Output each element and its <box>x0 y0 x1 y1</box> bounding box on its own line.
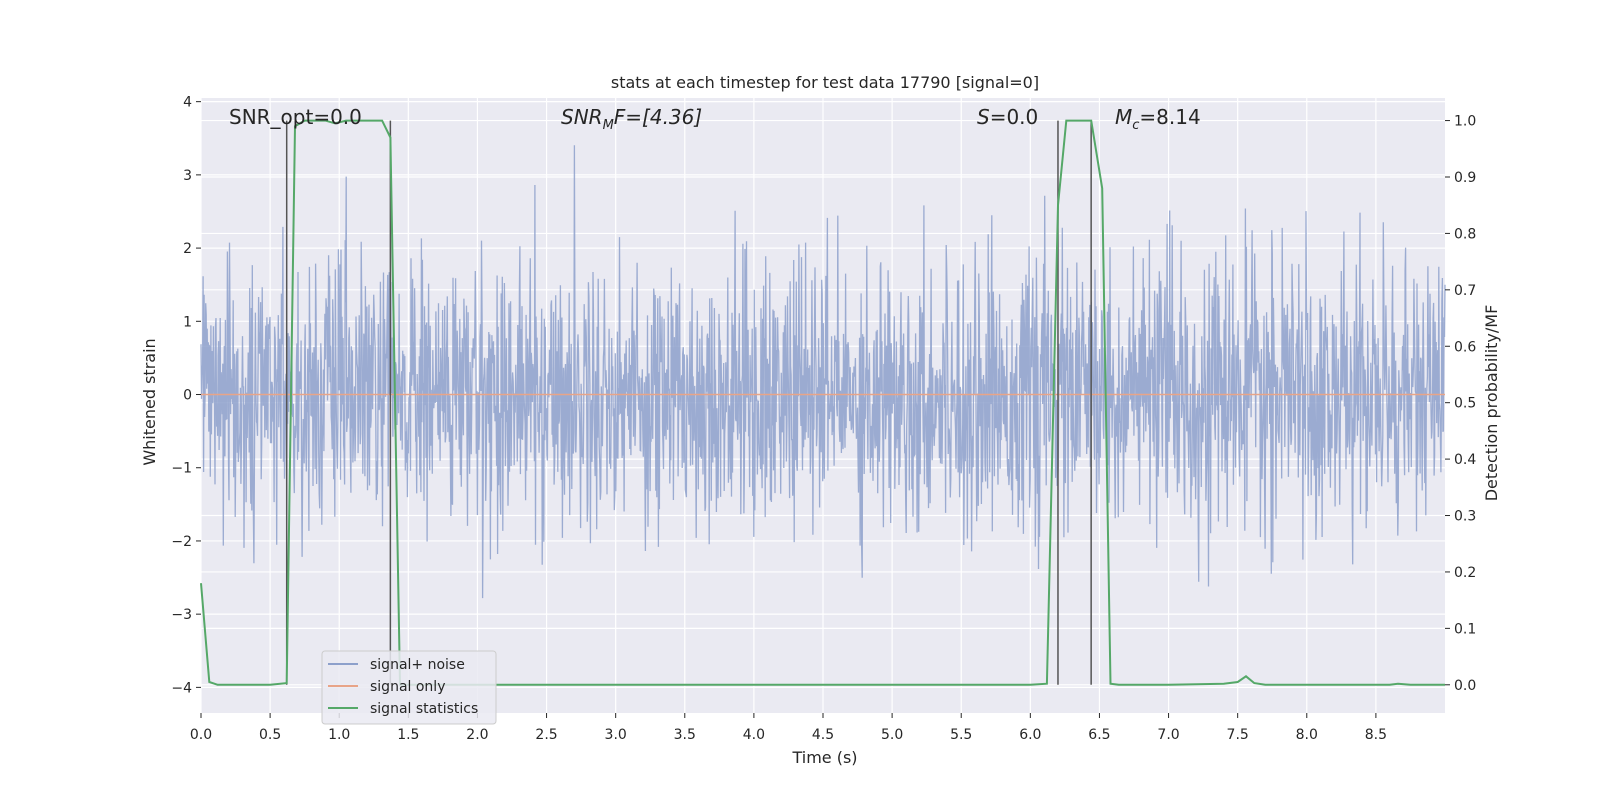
tick-label-x: 4.0 <box>743 727 765 743</box>
chart-title: stats at each timestep for test data 177… <box>611 73 1039 92</box>
tick-label-x: 2.0 <box>466 727 488 743</box>
tick-label-x: 6.0 <box>1019 727 1041 743</box>
legend-label-signal-statistics: signal statistics <box>370 701 478 717</box>
x-axis-ticks: 0.0 0.5 1.0 1.5 2.0 2.5 3.0 3.5 4.0 4.5 5.0 5.5 6.0 6… <box>190 713 1387 743</box>
tick-label-x: 8.5 <box>1365 727 1387 743</box>
annotation-mc-rest: =8.14 <box>1139 105 1200 129</box>
tick-label-left: −1 <box>171 461 192 477</box>
annotation-snr-opt: SNR_opt=0.0 <box>229 105 362 129</box>
series-signal-statistics <box>200 119 1445 686</box>
tick-label-x: 6.5 <box>1088 727 1110 743</box>
tick-label-left: 0 <box>183 388 192 404</box>
tick-label-x: 2.5 <box>535 727 557 743</box>
tick-label-right: 0.4 <box>1454 452 1476 468</box>
legend-label-signal-only: signal only <box>370 679 445 695</box>
tick-label-left: −3 <box>171 607 192 623</box>
tick-label-left: −2 <box>171 534 192 550</box>
legend: signal+ noise signal only signal statist… <box>321 650 497 725</box>
tick-label-x: 1.5 <box>397 727 419 743</box>
left-axis-ticks: 4 3 2 1 0 −1 −2 −3 −4 <box>171 95 201 696</box>
tick-label-x: 0.5 <box>259 727 281 743</box>
tick-label-left: −4 <box>171 680 192 696</box>
legend-label-signal-noise: signal+ noise <box>370 657 465 673</box>
tick-label-right: 0.9 <box>1454 170 1476 186</box>
tick-label-x: 5.0 <box>881 727 903 743</box>
tick-label-x: 4.5 <box>812 727 834 743</box>
annotation-snr-mf-base: SNR <box>561 105 603 129</box>
tick-label-x: 7.0 <box>1157 727 1179 743</box>
x-axis-label: Time (s) <box>791 748 857 767</box>
tick-label-left: 3 <box>183 168 192 184</box>
annotation-snr-mf-sub: M <box>603 118 614 133</box>
annotation-s: S=0.0 <box>977 105 1038 129</box>
tick-label-x: 3.0 <box>605 727 627 743</box>
tick-label-x: 7.5 <box>1227 727 1249 743</box>
tick-label-left: 1 <box>183 314 192 330</box>
noise-line <box>200 145 1446 599</box>
tick-label-right: 1.0 <box>1454 114 1476 130</box>
tick-label-right: 0.3 <box>1454 509 1476 525</box>
tick-label-right: 0.6 <box>1454 339 1476 355</box>
tick-label-x: 3.5 <box>674 727 696 743</box>
tick-label-left: 2 <box>183 241 192 257</box>
tick-label-right: 0.0 <box>1454 678 1476 694</box>
annotation-mc-sub: c <box>1132 118 1139 133</box>
tick-label-right: 0.1 <box>1454 621 1476 637</box>
right-axis-label: Detection probability/MF <box>1482 305 1501 502</box>
annotation-s-rest: =0.0 <box>990 105 1039 129</box>
legend-box <box>321 650 497 725</box>
annotation-snr-mf: SNRMF=[4.36] <box>561 105 702 133</box>
annotation-mc-var: M <box>1115 105 1132 129</box>
tick-label-left: 4 <box>183 95 192 111</box>
tick-label-right: 0.8 <box>1454 226 1476 242</box>
left-axis-label: Whitened strain <box>140 338 159 465</box>
tick-label-x: 5.5 <box>950 727 972 743</box>
tick-label-x: 0.0 <box>190 727 212 743</box>
annotation-mc: Mc=8.14 <box>1115 105 1201 133</box>
annotation-s-var: S <box>977 105 990 129</box>
series-signal-noise <box>200 145 1446 599</box>
annotation-snr-mf-rest: F=[4.36] <box>614 105 702 129</box>
tick-label-x: 1.0 <box>328 727 350 743</box>
tick-label-right: 0.5 <box>1454 396 1476 412</box>
right-axis-ticks: 1.0 0.9 0.8 0.7 0.6 0.5 0.4 0.3 0.2 0.1 0.0 <box>1445 114 1476 694</box>
tick-label-right: 0.2 <box>1454 565 1476 581</box>
tick-label-right: 0.7 <box>1454 283 1476 299</box>
statistics-line <box>200 119 1445 686</box>
tick-label-x: 8.0 <box>1296 727 1318 743</box>
